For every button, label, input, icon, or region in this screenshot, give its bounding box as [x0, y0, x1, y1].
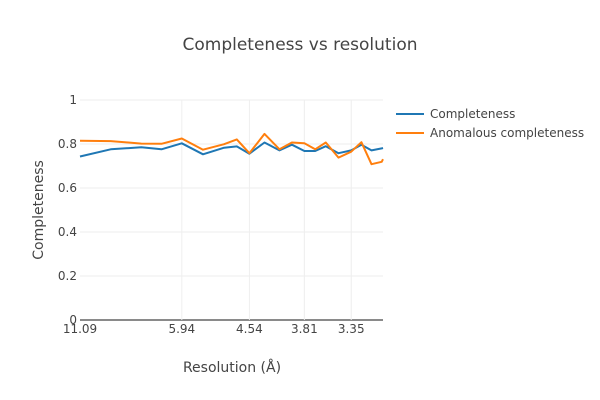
- legend[interactable]: Completeness Anomalous completeness: [396, 107, 584, 140]
- y-tick-label: 0.8: [58, 137, 77, 151]
- y-tick-label: 1: [69, 93, 77, 107]
- x-axis-ticks: 11.09 5.94 4.54 3.81 3.35: [63, 322, 365, 336]
- y-axis-ticks: 0 0.2 0.4 0.6 0.8 1: [58, 93, 77, 327]
- x-tick-label: 4.54: [236, 322, 263, 336]
- series-line-0: [79, 141, 384, 158]
- y-tick-label: 0.4: [58, 225, 77, 239]
- legend-label: Anomalous completeness: [430, 126, 584, 140]
- y-tick-label: 0.2: [58, 269, 77, 283]
- chart-title: Completeness vs resolution: [183, 35, 418, 55]
- y-tick-label: 0.6: [58, 181, 77, 195]
- x-tick-label: 3.81: [291, 322, 318, 336]
- x-tick-label: 5.94: [168, 322, 195, 336]
- x-tick-label: 3.35: [338, 322, 365, 336]
- series-lines: [79, 132, 384, 166]
- legend-item-0[interactable]: Completeness: [396, 107, 515, 121]
- y-axis-title: Completeness: [31, 160, 47, 260]
- series-line-1: [79, 132, 384, 166]
- legend-item-1[interactable]: Anomalous completeness: [396, 126, 584, 140]
- grid: [80, 99, 383, 321]
- y-tick-label: 0: [69, 313, 77, 327]
- x-axis-title: Resolution (Å): [183, 359, 281, 376]
- legend-label: Completeness: [430, 107, 515, 121]
- x-tick-label: 11.09: [63, 322, 97, 336]
